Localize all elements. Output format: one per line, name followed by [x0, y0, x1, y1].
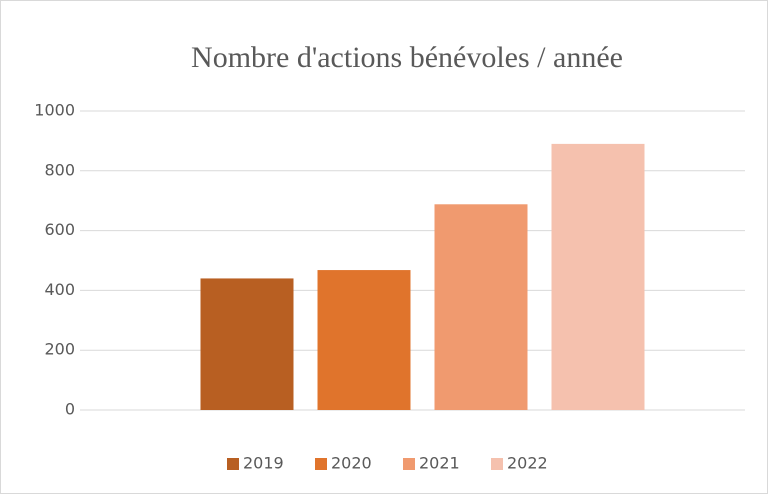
bar	[317, 270, 411, 410]
legend-label: 2021	[419, 454, 460, 473]
chart-title: Nombre d'actions bénévoles / année	[191, 41, 623, 74]
y-tick-label: 800	[44, 160, 75, 179]
bar	[434, 204, 528, 410]
legend-swatch	[403, 458, 415, 470]
y-tick-label: 400	[44, 280, 75, 299]
bar	[200, 278, 294, 410]
legend-swatch	[227, 458, 239, 470]
y-tick-label: 600	[44, 220, 75, 239]
legend-label: 2019	[243, 454, 284, 473]
legend-swatch	[315, 458, 327, 470]
legend-swatch	[491, 458, 503, 470]
legend-label: 2020	[331, 454, 372, 473]
bar	[551, 143, 645, 410]
y-tick-label: 0	[65, 400, 75, 419]
legend-label: 2022	[507, 454, 548, 473]
y-tick-label: 1000	[34, 101, 75, 120]
y-tick-label: 200	[44, 340, 75, 359]
